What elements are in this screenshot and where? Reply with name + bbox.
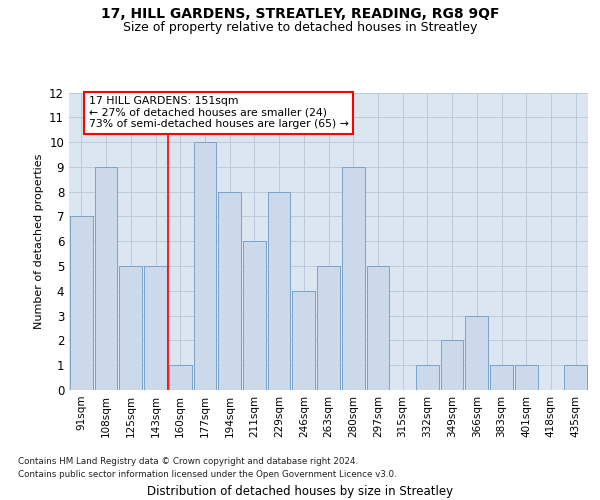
Bar [367,266,389,390]
Bar [564,365,587,390]
Bar [218,192,241,390]
Bar [466,316,488,390]
Bar [441,340,463,390]
Y-axis label: Number of detached properties: Number of detached properties [34,154,44,329]
Text: Size of property relative to detached houses in Streatley: Size of property relative to detached ho… [123,21,477,34]
Bar [490,365,513,390]
Bar [194,142,216,390]
Text: Distribution of detached houses by size in Streatley: Distribution of detached houses by size … [147,484,453,498]
Text: 17 HILL GARDENS: 151sqm
← 27% of detached houses are smaller (24)
73% of semi-de: 17 HILL GARDENS: 151sqm ← 27% of detache… [89,96,349,130]
Bar [95,167,118,390]
Bar [119,266,142,390]
Bar [342,167,365,390]
Bar [317,266,340,390]
Bar [292,291,315,390]
Text: Contains public sector information licensed under the Open Government Licence v3: Contains public sector information licen… [18,470,397,479]
Bar [243,242,266,390]
Bar [70,216,93,390]
Bar [169,365,191,390]
Bar [515,365,538,390]
Text: 17, HILL GARDENS, STREATLEY, READING, RG8 9QF: 17, HILL GARDENS, STREATLEY, READING, RG… [101,8,499,22]
Bar [268,192,290,390]
Text: Contains HM Land Registry data © Crown copyright and database right 2024.: Contains HM Land Registry data © Crown c… [18,458,358,466]
Bar [416,365,439,390]
Bar [144,266,167,390]
